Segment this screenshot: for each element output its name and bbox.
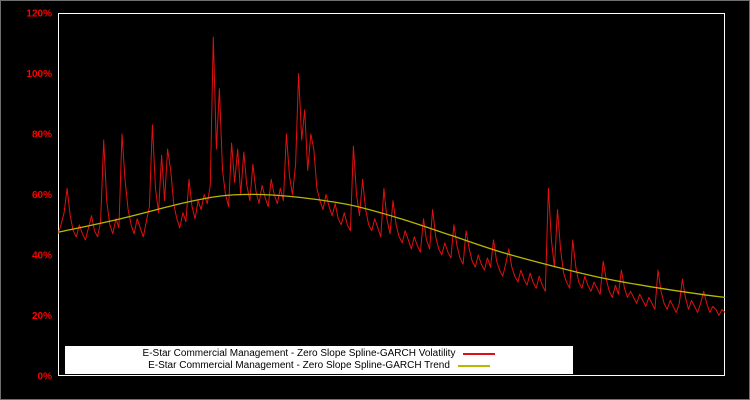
legend-item-volatility: E-Star Commercial Management - Zero Slop… [65, 348, 573, 360]
y-axis-tick-label: 40% [32, 251, 52, 262]
legend-line-sample-trend [457, 365, 490, 367]
y-axis-tick-label: 100% [26, 69, 52, 80]
legend-item-trend: E-Star Commercial Management - Zero Slop… [65, 360, 573, 372]
legend-line-sample-volatility [463, 353, 496, 355]
y-axis-tick-label: 60% [32, 190, 52, 201]
trend-line [57, 193, 726, 299]
y-axis-tick-label: 80% [32, 130, 52, 141]
y-axis-tick-label: 0% [38, 372, 53, 383]
legend-label-trend: E-Star Commercial Management - Zero Slop… [148, 360, 450, 371]
y-axis-tick-label: 120% [26, 9, 52, 20]
legend: E-Star Commercial Management - Zero Slop… [65, 346, 573, 374]
y-axis-tick-label: 20% [32, 311, 52, 322]
plot-frame [58, 13, 725, 376]
volatility-line [57, 36, 726, 316]
legend-label-volatility: E-Star Commercial Management - Zero Slop… [142, 348, 456, 359]
